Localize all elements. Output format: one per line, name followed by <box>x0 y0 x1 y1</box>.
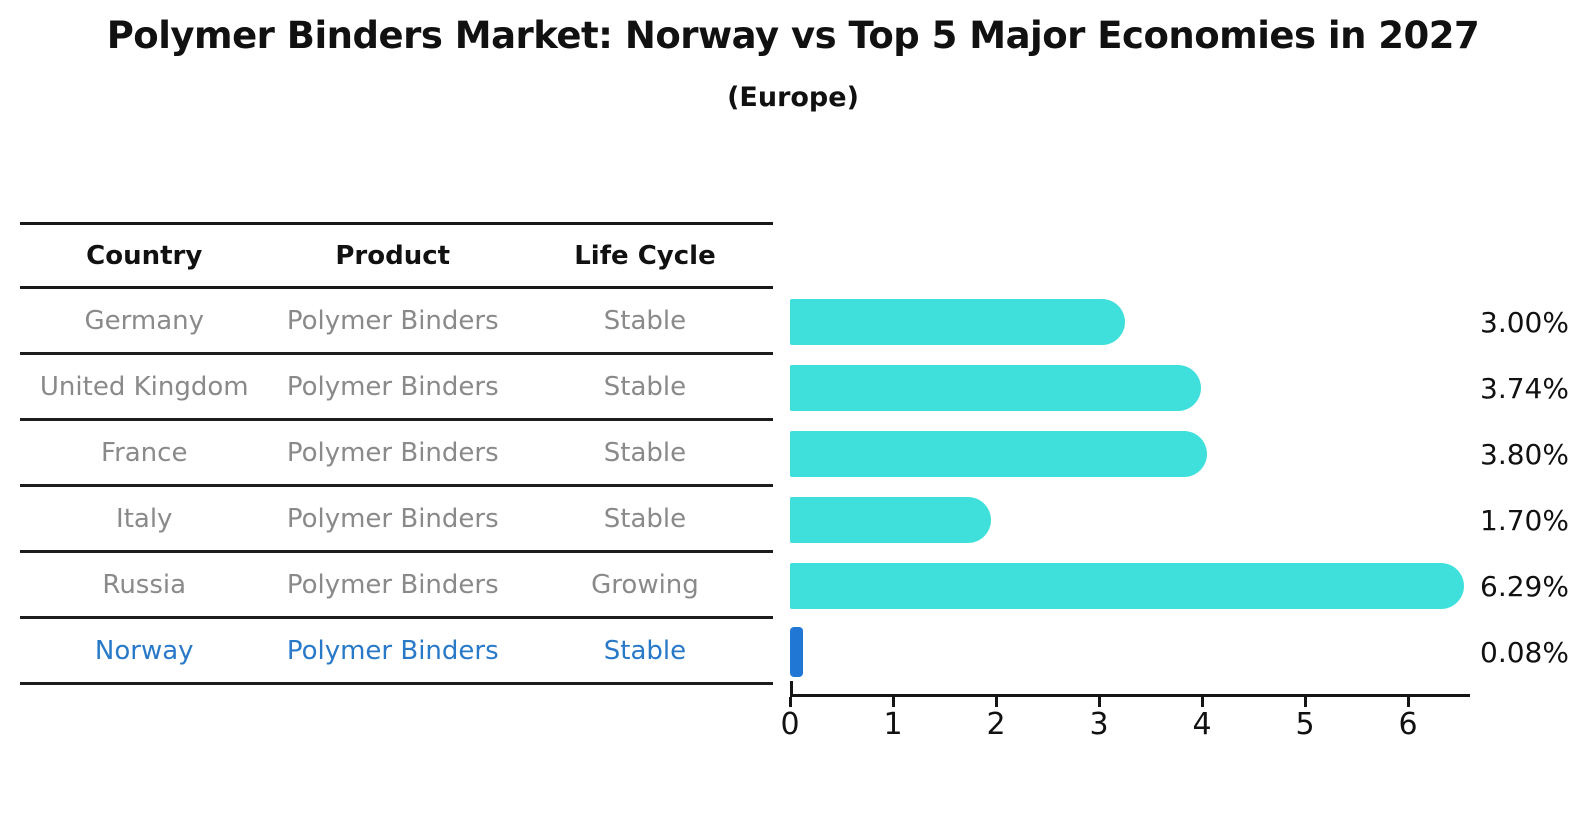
value-label-russia: 6.29% <box>1480 569 1569 603</box>
table-cell-country: United Kingdom <box>39 371 249 402</box>
x-tick-mark-3 <box>1098 697 1101 707</box>
table-row-russia: Russia Polymer Binders Growing <box>20 553 773 619</box>
x-tick-label-0: 0 <box>780 707 800 742</box>
table-row-norway: Norway Polymer Binders Stable <box>20 619 773 685</box>
bar-norway <box>790 627 803 677</box>
value-label-italy: 1.70% <box>1480 503 1569 537</box>
table-cell-country: Norway <box>94 635 194 666</box>
x-tick-label-4: 4 <box>1192 707 1212 742</box>
table-cell-product: Polymer Binders <box>286 371 499 402</box>
table-cell-product: Polymer Binders <box>286 437 499 468</box>
table-cell-life-cycle: Stable <box>603 437 687 468</box>
table-cell-country: Germany <box>84 305 204 336</box>
table-cell-product: Polymer Binders <box>286 569 499 600</box>
x-tick-label-6: 6 <box>1398 707 1418 742</box>
x-tick-mark-6 <box>1407 697 1410 707</box>
value-label-united-kingdom: 3.74% <box>1480 371 1569 405</box>
bar-row-germany <box>790 289 1490 355</box>
x-tick-label-3: 3 <box>1089 707 1109 742</box>
bar-germany <box>790 299 1125 345</box>
bar-row-russia <box>790 553 1490 619</box>
table-cell-product: Polymer Binders <box>286 635 499 666</box>
table-cell-life-cycle: Growing <box>591 569 699 600</box>
value-label-germany: 3.00% <box>1480 305 1569 339</box>
country-table: Country Product Life Cycle Germany Polyme… <box>20 222 773 685</box>
x-tick-mark-0 <box>789 697 792 707</box>
chart-subtitle: (Europe) <box>727 82 859 113</box>
table-row-italy: Italy Polymer Binders Stable <box>20 487 773 553</box>
x-tick-mark-2 <box>995 697 998 707</box>
bar-row-france <box>790 421 1490 487</box>
value-label-france: 3.80% <box>1480 437 1569 471</box>
bar-row-norway <box>790 619 1490 685</box>
x-tick-label-5: 5 <box>1295 707 1315 742</box>
table-cell-country: Italy <box>116 503 173 534</box>
bar-plot <box>790 289 1490 685</box>
value-label-column: 3.00% 3.74% 3.80% 1.70% 6.29% 0.08% <box>1474 289 1586 685</box>
table-header-row: Country Product Life Cycle <box>20 222 773 289</box>
bar-united-kingdom <box>790 365 1201 411</box>
bar-row-italy <box>790 487 1490 553</box>
table-header-country: Country <box>86 240 203 271</box>
bar-russia <box>790 563 1464 609</box>
bar-france <box>790 431 1207 477</box>
x-axis-line <box>790 694 1470 697</box>
x-axis-origin-stub <box>790 681 793 695</box>
table-cell-life-cycle: Stable <box>603 305 687 336</box>
table-header-product: Product <box>335 240 451 271</box>
bar-row-united-kingdom <box>790 355 1490 421</box>
x-tick-mark-5 <box>1304 697 1307 707</box>
bar-italy <box>790 497 991 543</box>
table-cell-life-cycle: Stable <box>603 371 687 402</box>
table-body: Germany Polymer Binders Stable United Kingd… <box>20 289 773 685</box>
table-row-united-kingdom: United Kingdom Polymer Binders Stable <box>20 355 773 421</box>
x-tick-mark-4 <box>1201 697 1204 707</box>
x-tick-mark-1 <box>892 697 895 707</box>
table-cell-product: Polymer Binders <box>286 305 499 336</box>
value-label-norway: 0.08% <box>1480 635 1569 669</box>
table-row-france: France Polymer Binders Stable <box>20 421 773 487</box>
table-cell-product: Polymer Binders <box>286 503 499 534</box>
table-row-germany: Germany Polymer Binders Stable <box>20 289 773 355</box>
x-tick-label-2: 2 <box>986 707 1006 742</box>
table-cell-country: France <box>101 437 188 468</box>
x-tick-label-1: 1 <box>883 707 903 742</box>
table-cell-life-cycle: Stable <box>603 635 687 666</box>
chart-title: Polymer Binders Market: Norway vs Top 5 … <box>106 14 1480 57</box>
table-cell-life-cycle: Stable <box>603 503 687 534</box>
table-cell-country: Russia <box>102 569 187 600</box>
table-header-lifecycle: Life Cycle <box>574 240 716 271</box>
